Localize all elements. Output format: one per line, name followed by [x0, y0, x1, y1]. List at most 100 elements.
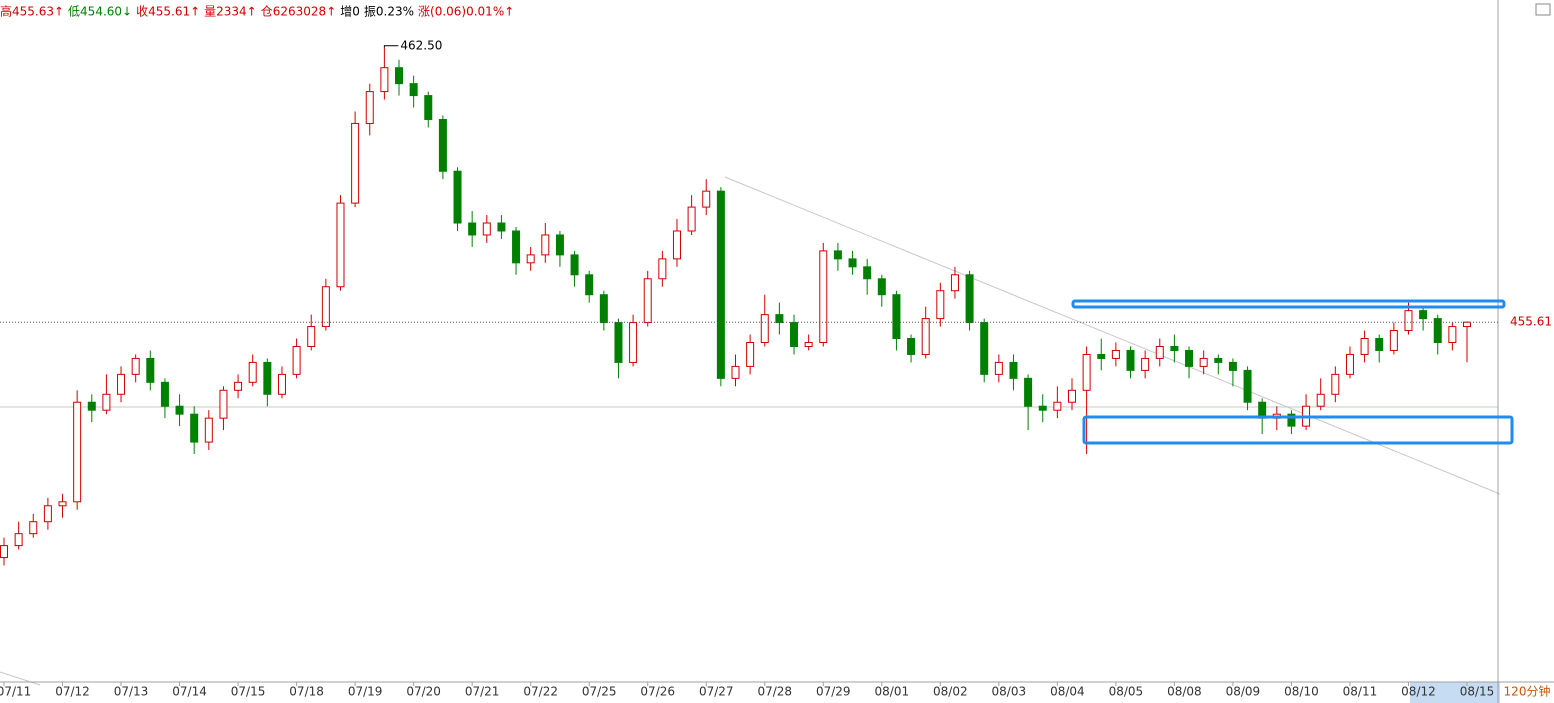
header-item: 增0: [340, 5, 360, 19]
candle-body: [702, 190, 711, 208]
candle-body: [1214, 357, 1223, 363]
x-tick-label: 07/26: [640, 685, 675, 699]
x-tick-label: 08/11: [1343, 685, 1378, 699]
candle-body: [73, 401, 82, 503]
x-tick-label: 07/15: [231, 685, 266, 699]
candle-body: [175, 405, 184, 415]
candle-body: [1345, 353, 1354, 375]
candle-body: [1097, 353, 1106, 359]
candle-body: [1185, 349, 1194, 367]
candle-body: [248, 361, 257, 383]
candle-body: [892, 294, 901, 340]
candle-body: [1067, 389, 1076, 403]
candle-body: [614, 322, 623, 363]
candle-body: [1433, 318, 1442, 343]
x-tick-label: 07/11: [0, 685, 31, 699]
range-box: [1071, 299, 1506, 309]
candle-body: [994, 361, 1003, 375]
candle-body: [804, 342, 813, 347]
x-tick-label: 08/03: [992, 685, 1027, 699]
candle-body: [263, 361, 272, 395]
x-tick-label: 07/22: [523, 685, 558, 699]
candle-body: [716, 190, 725, 379]
candle-body: [336, 202, 345, 288]
candle-body: [292, 345, 301, 375]
date-highlight: [1410, 682, 1500, 703]
x-tick-label: 08/05: [1109, 685, 1144, 699]
candle-body: [14, 533, 23, 547]
x-tick-label: 08/01: [875, 685, 910, 699]
x-tick-label: 08/12: [1401, 685, 1436, 699]
x-tick-label: 07/18: [289, 685, 324, 699]
candle-body: [87, 401, 96, 411]
candle-body: [1419, 310, 1428, 320]
candle-body: [365, 91, 374, 124]
candle-body: [131, 357, 140, 375]
header-item: 低454.60↓: [68, 5, 132, 19]
candle-body: [453, 170, 462, 224]
candle-body: [468, 222, 477, 236]
candle-body: [219, 389, 228, 419]
candle-body: [526, 254, 535, 264]
x-tick-label: 08/15: [1460, 685, 1495, 699]
corner-icon[interactable]: [1535, 3, 1551, 16]
candle-body: [921, 318, 930, 355]
candle-body: [0, 545, 8, 559]
x-tick-label: 07/20: [406, 685, 441, 699]
x-tick-label: 08/08: [1167, 685, 1202, 699]
candle-body: [43, 505, 52, 523]
candle-body: [482, 222, 491, 236]
candle-body: [877, 278, 886, 296]
x-tick-label: 08/02: [933, 685, 968, 699]
candle-body: [1243, 369, 1252, 403]
candle-body: [570, 254, 579, 276]
candle-body: [1375, 338, 1384, 351]
candle-body: [409, 83, 418, 97]
candle-body: [424, 95, 433, 120]
x-tick-label: 07/29: [816, 685, 851, 699]
candle-body: [1287, 413, 1296, 427]
candle-body: [848, 258, 857, 268]
period-label: 120分钟: [1504, 684, 1551, 699]
candle-body: [160, 381, 169, 407]
candle-body: [541, 234, 550, 256]
candle-body: [29, 521, 38, 535]
candle-body: [321, 286, 330, 328]
high-annotation: 462.50: [400, 38, 442, 52]
header-item: 收455.61↑: [136, 5, 200, 19]
candle-body: [1360, 338, 1369, 355]
candle-body: [863, 266, 872, 280]
candle-body: [1463, 321, 1471, 328]
candle-body: [746, 342, 755, 367]
candle-body: [1199, 357, 1208, 367]
candle-body: [146, 357, 155, 383]
high-pointer: [383, 45, 399, 48]
candle-body: [599, 294, 608, 324]
candle-body: [687, 206, 696, 232]
x-tick-label: 07/19: [348, 685, 383, 699]
x-tick-label: 08/10: [1284, 685, 1319, 699]
trend-line: [0, 671, 41, 686]
candle-body: [1024, 377, 1033, 407]
candle-body: [658, 258, 667, 280]
candle-body: [936, 290, 945, 320]
candle-body: [731, 365, 740, 379]
x-tick-label: 07/27: [699, 685, 734, 699]
candle-body: [204, 417, 213, 443]
candle-body: [1082, 353, 1091, 391]
candle-body: [395, 67, 404, 85]
candle-body: [907, 338, 916, 355]
last-price-label: 455.61: [1510, 315, 1552, 329]
candle-body: [1404, 310, 1413, 332]
candle-body: [102, 393, 111, 411]
candle-body: [833, 250, 842, 260]
candle-body: [1155, 345, 1164, 359]
candle-body: [1228, 361, 1237, 371]
candle-body: [1111, 349, 1120, 359]
candle-body: [950, 274, 959, 292]
x-tick-label: 07/28: [757, 685, 792, 699]
candle-body: [1126, 349, 1135, 371]
header-item: 振0.23%: [364, 5, 414, 19]
